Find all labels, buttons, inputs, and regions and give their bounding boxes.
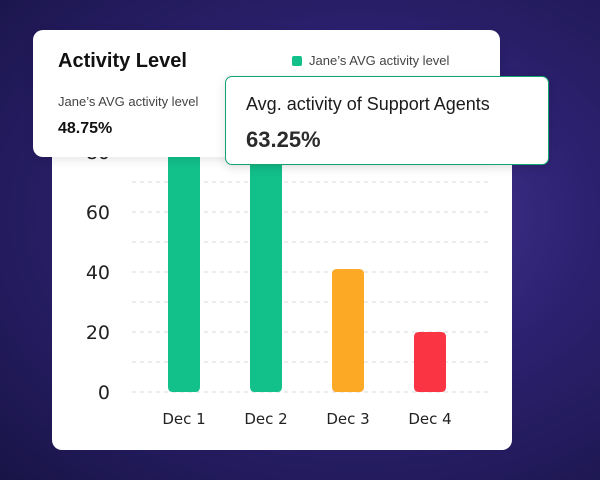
- bar-dec-3: [332, 269, 364, 392]
- y-tick-label: 40: [86, 262, 110, 284]
- metric-label: Jane’s AVG activity level: [58, 94, 199, 109]
- y-tick-label: 60: [86, 202, 110, 224]
- tooltip-label: Avg. activity of Support Agents: [246, 94, 490, 114]
- x-category-label: Dec 4: [408, 410, 451, 428]
- bar-dec-4: [414, 332, 446, 392]
- bar-dec-2: [250, 92, 282, 392]
- legend-label: Jane’s AVG activity level: [309, 53, 450, 68]
- y-tick-label: 0: [98, 382, 110, 404]
- card-title: Activity Level: [58, 50, 187, 72]
- bar-dec-1: [168, 92, 200, 392]
- x-category-label: Dec 1: [162, 410, 205, 428]
- bar-tooltip: Avg. activity of Support Agents 63.25%: [225, 76, 549, 165]
- tooltip-value: 63.25%: [246, 127, 321, 152]
- metric-value: 48.75%: [58, 120, 113, 137]
- x-category-label: Dec 3: [326, 410, 369, 428]
- y-tick-label: 20: [86, 322, 110, 344]
- legend-swatch-icon: [292, 55, 302, 66]
- x-category-label: Dec 2: [244, 410, 287, 428]
- chart-legend[interactable]: Jane’s AVG activity level: [292, 53, 449, 68]
